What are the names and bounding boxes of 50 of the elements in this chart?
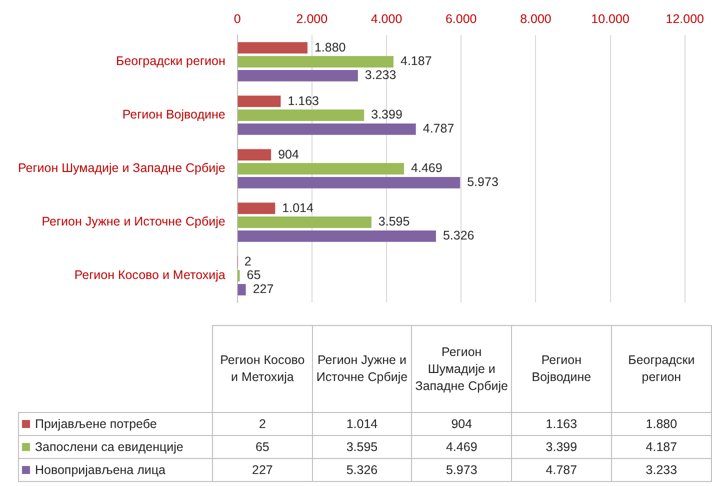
y-tick-label: Регион Војводине (122, 108, 226, 122)
text: 227 (252, 463, 273, 477)
legend-label: Запослени са евиденције (18, 436, 213, 458)
data-label: 3.233 (364, 68, 396, 82)
data-label: 4.787 (422, 122, 454, 136)
text: 65 (255, 440, 270, 454)
text: 5.326 (346, 463, 378, 477)
data-label: 3.595 (378, 214, 410, 229)
x-tick-label: 8.000 (520, 12, 552, 26)
data-label: 5.973 (467, 175, 498, 190)
category-label: Регион Војводине (532, 353, 592, 384)
text: 904 (451, 417, 472, 431)
y-tick-label: Регион Јужне и Источне Србије (42, 214, 226, 229)
legend-label: Новопријављена лица (18, 458, 213, 482)
x-tick-label: 4.000 (370, 12, 402, 26)
data-label: 1.163 (288, 94, 320, 108)
data-label: 3.399 (371, 108, 402, 122)
text: 1.880 (646, 417, 678, 431)
x-tick-label: 10.000 (591, 12, 630, 26)
data-label: 227 (252, 282, 274, 296)
text: 5.973 (446, 463, 478, 477)
text: 3.399 (546, 440, 578, 454)
y-tick-label: Регион Шумадије и Западне Србије (18, 161, 226, 176)
text: 4.469 (446, 440, 478, 454)
y-tick-label: Београдски регион (116, 54, 226, 68)
x-tick-label: 0 (234, 12, 241, 26)
text: 4.187 (646, 440, 678, 454)
data-label: 1.014 (282, 200, 314, 215)
data-label: 4.469 (411, 161, 442, 176)
text: 3.595 (346, 440, 378, 454)
data-label: 2 (244, 254, 252, 268)
text: 4.787 (546, 463, 578, 477)
data-label: 5.326 (442, 228, 474, 243)
text: 2 (258, 417, 266, 431)
category-label: Регион Шумадије и Западне Србије (415, 344, 508, 392)
category-label: Београдски регион (628, 353, 695, 384)
x-tick-label: 2.000 (296, 12, 328, 26)
category-label: Регион Косово и Метохија (220, 353, 305, 384)
data-label: 904 (278, 147, 299, 162)
legend-label: Пријављене потребе (18, 412, 213, 436)
text: 3.233 (646, 463, 678, 477)
text: 1.014 (346, 417, 378, 431)
x-tick-label: 12.000 (666, 12, 704, 26)
y-tick-label: Регион Косово и Метохија (74, 268, 226, 282)
data-label: 1.880 (314, 40, 346, 54)
category-label: Регион Јужне и Источне Србије (316, 353, 408, 384)
text: 1.163 (546, 417, 578, 431)
data-label: 4.187 (400, 54, 432, 68)
data-label: 65 (246, 268, 261, 282)
x-tick-label: 6.000 (445, 12, 477, 26)
